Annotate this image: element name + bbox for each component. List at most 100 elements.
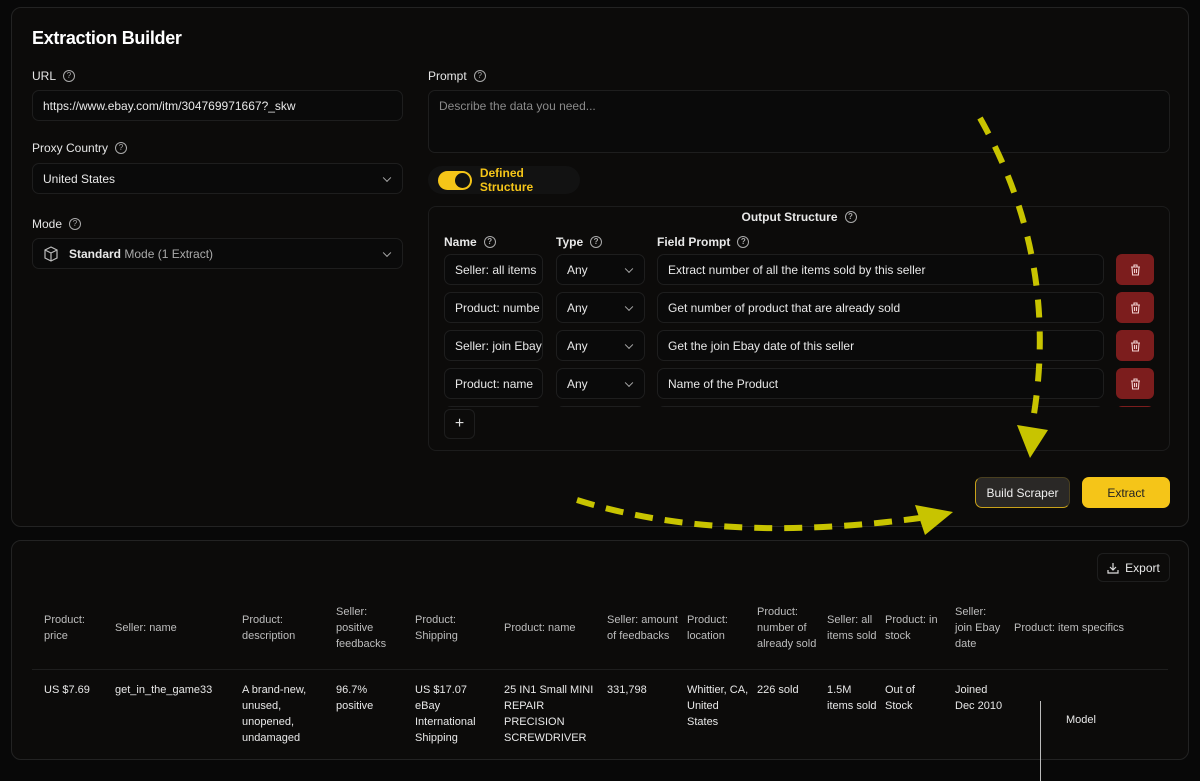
column-header[interactable]: Seller: join Ebay date — [955, 606, 1001, 650]
field-name-input[interactable] — [444, 406, 543, 407]
field-type-select[interactable] — [556, 406, 645, 407]
column-header[interactable]: Product: name — [504, 622, 576, 634]
column-header[interactable]: Seller: name — [115, 622, 177, 634]
delete-field-button[interactable] — [1116, 368, 1154, 399]
field-type-value: Any — [567, 262, 588, 277]
field-name-input[interactable]: Product: numbe — [444, 292, 543, 323]
mode-value: Standard — [69, 246, 122, 261]
proxy-value: United States — [43, 171, 116, 186]
trash-icon — [1130, 339, 1140, 352]
field-row: Product: name Any Name of the Product — [429, 368, 1169, 399]
help-icon[interactable]: ? — [590, 236, 603, 248]
prompt-label-text: Prompt — [428, 69, 467, 83]
extract-button[interactable]: Extract — [1082, 477, 1170, 508]
field-prompt-input[interactable]: Get the join Ebay date of this seller — [657, 330, 1104, 361]
table-cell: 1.5M items sold — [827, 684, 877, 712]
output-structure: Output Structure? Name? Type? Field Prom… — [428, 206, 1170, 451]
field-type-select[interactable]: Any — [556, 292, 645, 323]
field-prompt-value: Get number of product that are already s… — [668, 300, 901, 315]
field-prompt-value: Get the join Ebay date of this seller — [668, 338, 855, 353]
divider — [32, 669, 1168, 670]
column-header[interactable]: Product: in stock — [885, 614, 938, 642]
table-cell: 25 IN1 Small MINI REPAIR PRECISION SCREW… — [504, 684, 594, 744]
field-type-value: Any — [567, 300, 588, 315]
help-icon[interactable]: ? — [63, 70, 76, 82]
chevron-down-icon — [624, 302, 634, 311]
url-input[interactable]: https://www.ebay.com/itm/304769971667?_s… — [32, 90, 403, 121]
mode-detail: Mode (1 Extract) — [124, 246, 214, 261]
divider — [1040, 701, 1041, 781]
url-value: https://www.ebay.com/itm/304769971667?_s… — [43, 98, 296, 113]
output-structure-title: Output Structure? — [429, 210, 1169, 224]
column-header[interactable]: Product: description — [242, 614, 296, 642]
prompt-label: Prompt? — [428, 69, 486, 83]
table-cell: US $17.07 eBay International Shipping — [415, 684, 476, 744]
add-field-button[interactable]: + — [444, 409, 475, 439]
help-icon[interactable]: ? — [473, 70, 486, 82]
column-header[interactable]: Seller: amount of feedbacks — [607, 614, 678, 642]
table-cell: 96.7% positive — [336, 684, 374, 712]
chevron-down-icon — [624, 378, 634, 387]
field-type-select[interactable]: Any — [556, 330, 645, 361]
download-icon — [1107, 562, 1119, 574]
column-header[interactable]: Product: price — [44, 614, 85, 642]
field-name-value: Seller: all items — [455, 262, 537, 277]
chevron-down-icon — [382, 248, 392, 257]
delete-field-button[interactable] — [1116, 254, 1154, 285]
field-name-value: Product: name — [455, 376, 534, 391]
field-prompt-input[interactable]: Extract number of all the items sold by … — [657, 254, 1104, 285]
field-type-select[interactable]: Any — [556, 254, 645, 285]
mode-select[interactable]: Standard Mode (1 Extract) — [32, 238, 403, 269]
chevron-down-icon — [624, 264, 634, 273]
field-rows: Seller: all items Any Extract number of … — [429, 251, 1169, 407]
field-type-value: Any — [567, 376, 588, 391]
help-icon[interactable]: ? — [69, 218, 82, 230]
delete-field-button[interactable] — [1116, 292, 1154, 323]
column-header[interactable]: Product: item specifics — [1014, 622, 1125, 634]
column-header[interactable]: Seller: positive feedbacks — [336, 606, 387, 650]
field-prompt-value: Name of the Product — [668, 376, 779, 391]
mode-label: Mode? — [32, 217, 82, 231]
field-name-input[interactable]: Seller: join Ebay — [444, 330, 543, 361]
field-prompt-input[interactable]: Get number of product that are already s… — [657, 292, 1104, 323]
cube-icon — [44, 245, 58, 262]
table-cell: Out of Stock — [885, 684, 915, 712]
field-prompt-value: Extract number of all the items sold by … — [668, 262, 926, 277]
column-header[interactable]: Product: Shipping — [415, 614, 458, 642]
proxy-country-select[interactable]: United States — [32, 163, 403, 194]
defined-structure-toggle[interactable]: Defined Structure — [428, 166, 580, 194]
table-cell: Whittier, CA, United States — [687, 684, 749, 728]
help-icon[interactable]: ? — [483, 236, 496, 248]
build-scraper-button[interactable]: Build Scraper — [975, 477, 1070, 508]
url-label: URL? — [32, 69, 76, 83]
page-title: Extraction Builder — [32, 28, 182, 48]
delete-field-button[interactable] — [1116, 406, 1154, 407]
help-icon[interactable]: ? — [115, 142, 128, 154]
prompt-textarea[interactable]: Describe the data you need... — [428, 90, 1170, 153]
col-header-prompt: Field Prompt? — [657, 235, 750, 249]
field-prompt-input[interactable] — [657, 406, 1104, 407]
column-header[interactable]: Seller: all items sold — [827, 614, 877, 642]
field-prompt-input[interactable]: Name of the Product — [657, 368, 1104, 399]
col-header-type: Type? — [556, 235, 603, 249]
field-name-input[interactable]: Product: name — [444, 368, 543, 399]
table-cell: Model — [1066, 714, 1096, 726]
table-cell: US $7.69 — [44, 684, 90, 696]
field-row: Product: numbe Any Get number of product… — [429, 292, 1169, 323]
field-type-select[interactable]: Any — [556, 368, 645, 399]
field-name-input[interactable]: Seller: all items — [444, 254, 543, 285]
trash-icon — [1130, 377, 1140, 390]
output-title-text: Output Structure — [741, 210, 838, 224]
prompt-placeholder: Describe the data you need... — [439, 99, 596, 113]
help-icon[interactable]: ? — [737, 236, 750, 248]
field-type-value: Any — [567, 338, 588, 353]
delete-field-button[interactable] — [1116, 330, 1154, 361]
field-row: Seller: join Ebay Any Get the join Ebay … — [429, 330, 1169, 361]
toggle-switch[interactable] — [438, 170, 472, 190]
table-cell: A brand-new, unused, unopened, undamaged — [242, 684, 307, 744]
column-header[interactable]: Product: number of already sold — [757, 606, 817, 650]
help-icon[interactable]: ? — [844, 211, 857, 223]
column-header[interactable]: Product: location — [687, 614, 728, 642]
export-button[interactable]: Export — [1097, 553, 1170, 582]
col-type-text: Type — [556, 235, 584, 249]
